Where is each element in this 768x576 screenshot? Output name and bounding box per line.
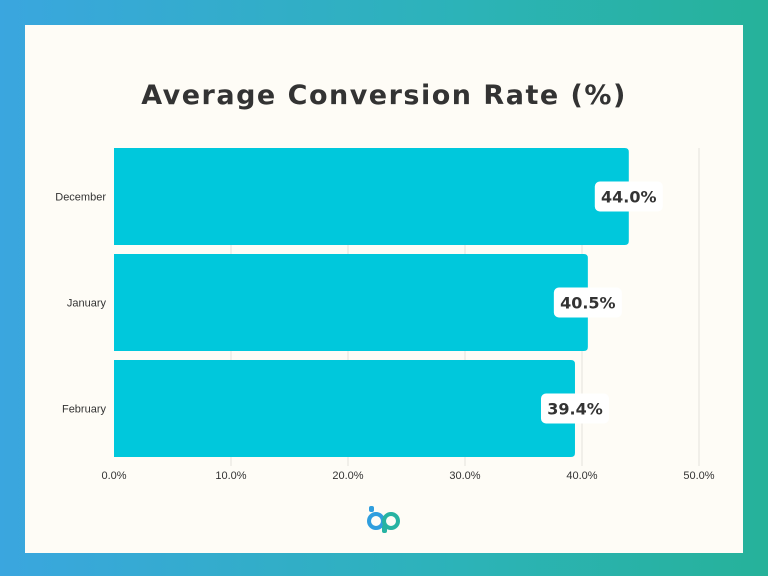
x-tick-label: 10.0% (215, 470, 246, 482)
x-tick-label: 30.0% (449, 470, 480, 482)
bp-logo-icon (366, 506, 402, 541)
bars (114, 148, 629, 457)
x-tick-label: 50.0% (683, 470, 714, 482)
data-label-background (594, 181, 663, 212)
data-label-background (540, 393, 609, 424)
bar (114, 254, 588, 351)
y-tick-label: December (55, 192, 106, 204)
x-tick-label: 20.0% (332, 470, 363, 482)
data-label: 40.5% (560, 294, 616, 313)
chart-title: Average Conversion Rate (%) (141, 80, 627, 111)
y-tick-label: January (67, 298, 107, 310)
bar (114, 360, 575, 457)
x-tick-label: 40.0% (566, 470, 597, 482)
x-axis-labels: 0.0% 10.0% 20.0% 30.0% 40.0% 50.0% (101, 470, 714, 482)
data-label: 39.4% (547, 400, 603, 419)
y-tick-label: February (62, 404, 107, 416)
bar (114, 148, 629, 245)
data-label: 44.0% (601, 188, 657, 207)
data-label-background (553, 287, 622, 318)
y-axis-labels: December January February (55, 192, 106, 416)
data-labels: 44.0% 40.5% 39.4% (540, 181, 663, 424)
x-tick-label: 0.0% (101, 470, 126, 482)
